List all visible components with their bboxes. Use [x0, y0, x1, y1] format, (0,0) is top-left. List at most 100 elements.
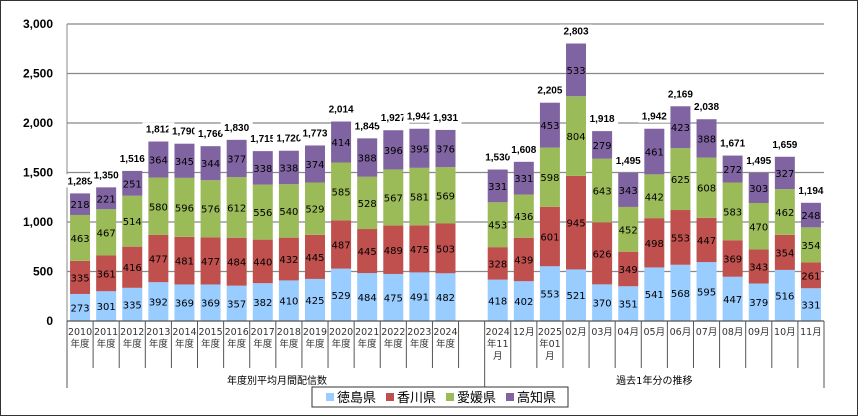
bar-segment [435, 223, 456, 274]
bar-segment [148, 177, 169, 235]
total-label: 1,918 [590, 114, 615, 125]
segment-value-label: 598 [540, 173, 559, 184]
x-category-label: 10月 [774, 327, 796, 338]
bar-segment [800, 288, 821, 321]
segment-value-label: 354 [801, 241, 820, 252]
total-label: 2,205 [537, 86, 562, 97]
total-label-bg [377, 111, 410, 125]
bar-segment [774, 234, 795, 270]
segment-value-label: 396 [384, 146, 403, 157]
bar-segment [148, 141, 169, 178]
x-category-label: 04月 [617, 327, 639, 338]
bar-segment [722, 276, 743, 321]
legend-box [311, 386, 569, 408]
segment-value-label: 374 [305, 160, 324, 171]
bar-segment [800, 227, 821, 263]
legend-label: 高知県 [517, 390, 556, 406]
bar-segment [566, 175, 587, 270]
bar-segment [644, 128, 665, 175]
bar-segment [122, 195, 143, 247]
bar-stack: 382 440 556 338 1,715 [246, 132, 279, 321]
segment-value-label: 416 [123, 263, 142, 274]
x-category-label: 2016 [225, 327, 249, 338]
segment-value-label: 272 [723, 165, 742, 176]
legend-label: 愛媛県 [457, 391, 496, 406]
group-label: 年度別平均月間配信数 [227, 374, 327, 387]
x-category-label: 08月 [722, 327, 744, 338]
total-label-bg [116, 151, 149, 165]
bar-segment [644, 218, 665, 268]
x-category-label: 月 [545, 351, 555, 362]
segment-value-label: 581 [410, 193, 429, 204]
bar-segment [670, 148, 691, 211]
bar-segment [435, 273, 456, 321]
segment-value-label: 442 [645, 192, 664, 203]
segment-value-label: 475 [384, 293, 403, 304]
segment-value-label: 484 [227, 258, 246, 269]
segment-value-label: 273 [71, 303, 90, 314]
bar-stack: 370 626 643 279 1,918 [586, 112, 619, 321]
bar-segment [618, 172, 639, 207]
x-category-label: 2013 [146, 327, 170, 338]
segment-value-label: 945 [566, 219, 585, 230]
total-label: 1,942 [642, 112, 667, 123]
total-label-bg [272, 131, 305, 145]
total-label: 1,659 [772, 140, 797, 151]
segment-value-label: 601 [540, 233, 559, 244]
bar-stack: 273 335 463 218 1,289 [64, 174, 97, 321]
segment-value-label: 477 [201, 257, 220, 268]
segment-value-label: 596 [175, 203, 194, 214]
segment-value-label: 489 [384, 246, 403, 257]
bar-segment [722, 155, 743, 183]
bar-segment [618, 286, 639, 321]
x-category-label: 年度 [332, 338, 352, 350]
segment-value-label: 338 [253, 164, 272, 175]
x-category-label: 11月 [800, 327, 822, 338]
bar-segment [357, 138, 378, 177]
bar-stack: 418 328 453 331 1,530 [481, 150, 514, 321]
bar-stack: 568 553 625 423 2,169 [664, 87, 697, 321]
y-tick-label: 2,500 [23, 67, 53, 81]
bar-segment [304, 145, 325, 183]
x-category-label: 年度 [305, 338, 325, 350]
x-category-label: 年度 [71, 338, 91, 350]
segment-value-label: 453 [540, 121, 559, 132]
bar-segment [304, 234, 325, 279]
segment-value-label: 418 [488, 296, 507, 307]
segment-value-label: 432 [279, 255, 298, 266]
bar-segment [200, 180, 221, 238]
total-label: 1,350 [94, 170, 119, 181]
total-label-bg [768, 137, 801, 151]
bar-stack: 369 481 596 345 1,790 [168, 124, 201, 321]
segment-value-label: 395 [410, 144, 429, 155]
bar-stack: 447 369 583 272 1,671 [716, 136, 749, 321]
segment-value-label: 392 [149, 298, 168, 309]
segment-value-label: 327 [775, 169, 794, 180]
segment-value-label: 414 [332, 138, 351, 149]
total-label-bg [168, 124, 201, 138]
segment-value-label: 388 [697, 134, 716, 145]
segment-value-label: 612 [227, 203, 246, 214]
bar-segment [774, 189, 795, 235]
bar-segment [304, 182, 325, 235]
total-label-bg [351, 119, 384, 133]
bar-segment [96, 187, 117, 210]
bar-segment [174, 143, 195, 178]
y-axis: 0 500 1,000 1,500 2,000 2,500 3,000 [23, 17, 68, 328]
bar-stack: 369 477 576 344 1,766 [194, 127, 227, 321]
x-category-label: 年度 [175, 338, 195, 350]
bar-segment [487, 247, 508, 280]
segment-value-label: 328 [488, 259, 507, 270]
x-category-label: 年度 [436, 338, 456, 350]
bar-segment [696, 119, 717, 158]
bar-stack: 482 503 569 376 1,931 [429, 110, 462, 321]
total-label-bg [690, 100, 723, 114]
segment-value-label: 218 [71, 200, 90, 211]
bar-segment [70, 193, 91, 215]
segment-value-label: 481 [175, 257, 194, 268]
total-label: 1,942 [407, 112, 432, 123]
segment-value-label: 445 [358, 247, 377, 258]
bar-segment [696, 262, 717, 321]
x-category-label: 年度 [97, 338, 117, 350]
bar-segment [513, 161, 534, 195]
